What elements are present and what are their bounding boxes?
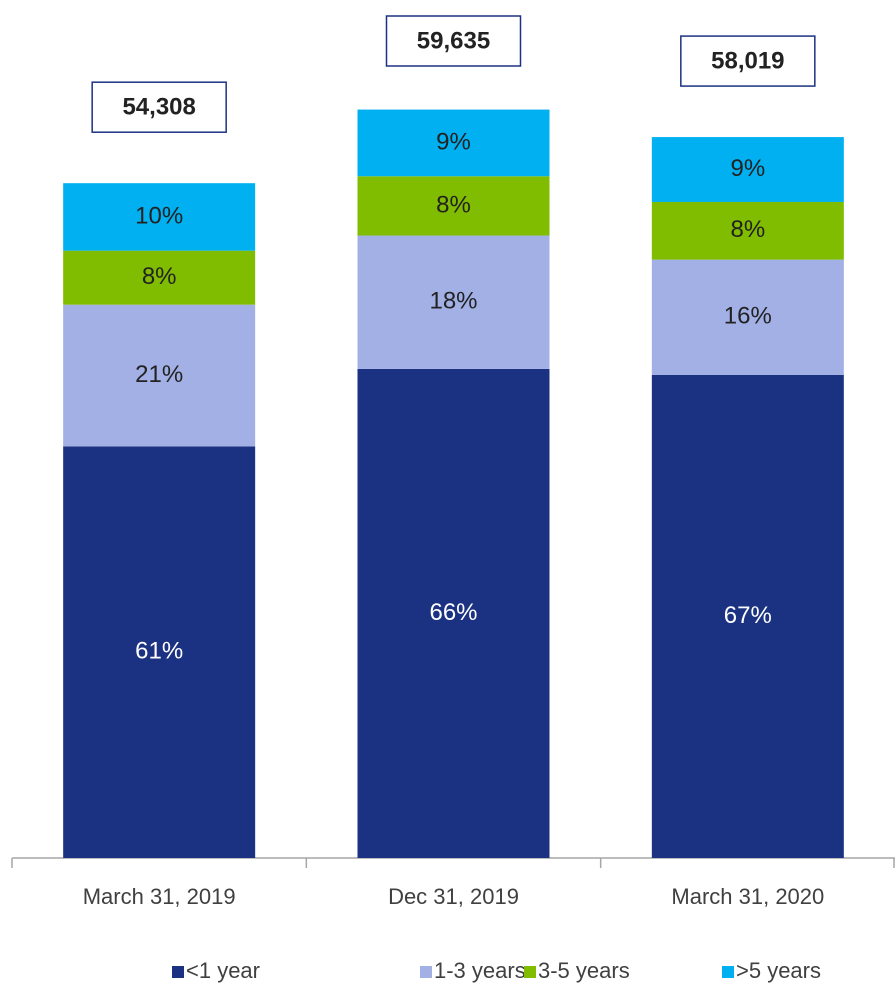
total-label: 58,019 bbox=[711, 47, 784, 74]
data-label: 67% bbox=[724, 602, 772, 629]
data-label: 9% bbox=[730, 155, 765, 182]
legend-label: 1-3 years bbox=[434, 958, 526, 983]
data-label: 21% bbox=[135, 361, 183, 388]
bar-segment bbox=[63, 250, 256, 305]
legend-swatch bbox=[172, 966, 184, 978]
total-label: 54,308 bbox=[122, 94, 195, 121]
total-label: 59,635 bbox=[417, 27, 490, 54]
bar-segment bbox=[651, 259, 844, 375]
legend-label: 3-5 years bbox=[538, 958, 630, 983]
x-tick-label: Dec 31, 2019 bbox=[388, 884, 519, 909]
bar-segment bbox=[63, 446, 256, 858]
legend-swatch bbox=[420, 966, 432, 978]
data-label: 8% bbox=[436, 191, 471, 218]
total-box bbox=[91, 81, 227, 133]
x-tick-label: March 31, 2019 bbox=[83, 884, 236, 909]
data-label: 18% bbox=[429, 288, 477, 315]
legend-label: >5 years bbox=[736, 958, 821, 983]
data-label: 66% bbox=[429, 599, 477, 626]
data-label: 8% bbox=[730, 216, 765, 243]
data-label: 61% bbox=[135, 638, 183, 665]
data-label: 9% bbox=[436, 128, 471, 155]
bar-segment bbox=[357, 368, 550, 858]
bar-segment bbox=[651, 201, 844, 260]
legend-swatch bbox=[524, 966, 536, 978]
data-label: 8% bbox=[142, 263, 177, 290]
bar-segment bbox=[357, 235, 550, 369]
legend-label: <1 year bbox=[186, 958, 260, 983]
total-box bbox=[385, 15, 522, 67]
bar-segment bbox=[651, 374, 844, 858]
bar-segment bbox=[357, 109, 550, 177]
data-label: 16% bbox=[724, 303, 772, 330]
bar-segment bbox=[357, 176, 550, 236]
bar-segment bbox=[63, 304, 256, 447]
x-tick-label: March 31, 2020 bbox=[671, 884, 824, 909]
total-box bbox=[680, 35, 816, 87]
data-label: 10% bbox=[135, 202, 183, 229]
legend-swatch bbox=[722, 966, 734, 978]
bar-segment bbox=[63, 183, 256, 251]
bar-segment bbox=[651, 137, 844, 202]
